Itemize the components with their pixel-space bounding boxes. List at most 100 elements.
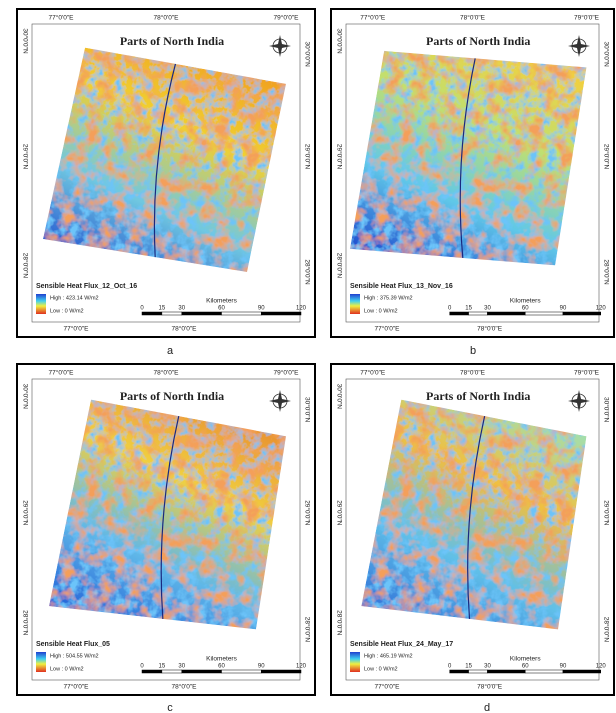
- latitude-label: 30°0'0"N: [335, 384, 343, 410]
- latitude-label: 30°0'0"N: [335, 28, 343, 54]
- latitude-label: 28°0'0"N: [21, 253, 29, 279]
- scale-tick-label: 15: [159, 306, 166, 312]
- latitude-label: 30°0'0"N: [303, 397, 311, 423]
- latitude-label: 28°0'0"N: [602, 617, 610, 643]
- latitude-label: 28°0'0"N: [602, 259, 610, 285]
- longitude-label: 77°0'0"E: [375, 325, 401, 333]
- longitude-label: 77°0'0"E: [64, 683, 90, 691]
- scale-tick-label: 60: [218, 664, 225, 670]
- longitude-label: 77°0'0"E: [64, 325, 90, 333]
- scale-tick-label: 60: [522, 306, 529, 312]
- raster-map: [43, 48, 286, 272]
- legend-low: Low : 0 W/m2: [50, 666, 84, 672]
- scale-tick-label: 15: [159, 664, 166, 670]
- legend-swatch: [36, 294, 46, 314]
- scale-segment: [222, 312, 262, 315]
- scale-segment: [450, 312, 469, 315]
- longitude-label: 78°0'0"E: [460, 369, 486, 377]
- panel-caption: a: [167, 345, 174, 357]
- scale-segment: [261, 312, 301, 315]
- panel-caption: b: [470, 345, 476, 357]
- panel-caption: d: [484, 702, 490, 713]
- scale-segment: [182, 670, 222, 673]
- longitude-label: 77°0'0"E: [49, 14, 75, 22]
- longitude-label: 77°0'0"E: [360, 369, 386, 377]
- latitude-label: 29°0'0"N: [335, 500, 343, 526]
- longitude-label: 79°0'0"E: [574, 369, 600, 377]
- legend-title: Sensible Heat Flux_12_Oct_16: [36, 283, 137, 290]
- scale-unit: Kilometers: [510, 298, 541, 305]
- scale-segment: [563, 312, 601, 315]
- scale-segment: [450, 670, 469, 673]
- scale-tick-label: 60: [218, 306, 225, 312]
- latitude-label: 30°0'0"N: [602, 397, 610, 423]
- scale-tick-label: 30: [178, 306, 185, 312]
- latitude-label: 30°0'0"N: [21, 384, 29, 410]
- latitude-label: 30°0'0"N: [303, 42, 311, 68]
- longitude-label: 78°0'0"E: [460, 14, 486, 22]
- scale-tick-label: 120: [596, 664, 607, 670]
- legend-swatch: [36, 652, 46, 672]
- scale-segment: [222, 670, 262, 673]
- legend-title: Sensible Heat Flux_13_Nov_16: [350, 283, 453, 290]
- legend-low: Low : 0 W/m2: [364, 666, 398, 672]
- scale-segment: [182, 312, 222, 315]
- longitude-label: 77°0'0"E: [360, 14, 386, 22]
- scale-segment: [525, 312, 563, 315]
- map-title: Parts of North India: [120, 389, 224, 403]
- scale-unit: Kilometers: [510, 656, 541, 663]
- scale-tick-label: 90: [560, 664, 567, 670]
- legend-swatch: [350, 652, 360, 672]
- scale-tick-label: 120: [596, 306, 607, 312]
- scale-segment: [487, 670, 525, 673]
- legend-title: Sensible Heat Flux_24_May_17: [350, 641, 453, 648]
- longitude-label: 79°0'0"E: [274, 369, 300, 377]
- latitude-label: 28°0'0"N: [303, 259, 311, 285]
- map-panel: Parts of North India 77°0'0"E 78°0'0"E 79°0…: [331, 9, 614, 337]
- legend-low: Low : 0 W/m2: [364, 308, 398, 314]
- longitude-label: 79°0'0"E: [274, 14, 300, 22]
- scale-tick-label: 60: [522, 664, 529, 670]
- scale-segment: [261, 670, 301, 673]
- legend-high: High : 423.14 W/m2: [50, 295, 99, 301]
- map-title: Parts of North India: [426, 34, 530, 48]
- scale-tick-label: 30: [484, 664, 491, 670]
- map-title: Parts of North India: [426, 389, 530, 403]
- longitude-label: 78°0'0"E: [172, 683, 198, 691]
- map-panel: Parts of North India 77°0'0"E 78°0'0"E 79°0…: [331, 364, 614, 695]
- legend-low: Low : 0 W/m2: [50, 308, 84, 314]
- scale-tick-label: 30: [178, 664, 185, 670]
- latitude-label: 28°0'0"N: [335, 610, 343, 636]
- scale-segment: [142, 312, 162, 315]
- scale-segment: [487, 312, 525, 315]
- latitude-label: 29°0'0"N: [303, 500, 311, 526]
- scale-tick-label: 90: [258, 306, 265, 312]
- legend-high: High : 375.39 W/m2: [364, 295, 413, 301]
- raster-map: [361, 400, 586, 630]
- latitude-label: 29°0'0"N: [602, 144, 610, 170]
- scale-segment: [469, 312, 488, 315]
- scale-segment: [469, 670, 488, 673]
- scale-tick-label: 90: [258, 664, 265, 670]
- raster-map: [350, 51, 587, 266]
- longitude-label: 79°0'0"E: [574, 14, 600, 22]
- scale-segment: [162, 312, 182, 315]
- scale-unit: Kilometers: [206, 298, 237, 305]
- scale-tick-label: 15: [465, 306, 472, 312]
- longitude-label: 78°0'0"E: [477, 683, 503, 691]
- raster-map: [49, 400, 286, 630]
- latitude-label: 30°0'0"N: [21, 28, 29, 54]
- longitude-label: 77°0'0"E: [375, 683, 401, 691]
- figure: Parts of North India 77°0'0"E 78°0'0"E 79°0…: [0, 0, 616, 713]
- longitude-label: 78°0'0"E: [172, 325, 198, 333]
- latitude-label: 28°0'0"N: [303, 617, 311, 643]
- latitude-label: 28°0'0"N: [335, 253, 343, 279]
- map-panel: Parts of North India 77°0'0"E 78°0'0"E 79°0…: [17, 364, 315, 695]
- latitude-label: 29°0'0"N: [335, 144, 343, 170]
- legend-high: High : 465.19 W/m2: [364, 653, 413, 659]
- legend-title: Sensible Heat Flux_05: [36, 641, 110, 648]
- scale-segment: [525, 670, 563, 673]
- longitude-label: 78°0'0"E: [154, 369, 180, 377]
- scale-segment: [563, 670, 601, 673]
